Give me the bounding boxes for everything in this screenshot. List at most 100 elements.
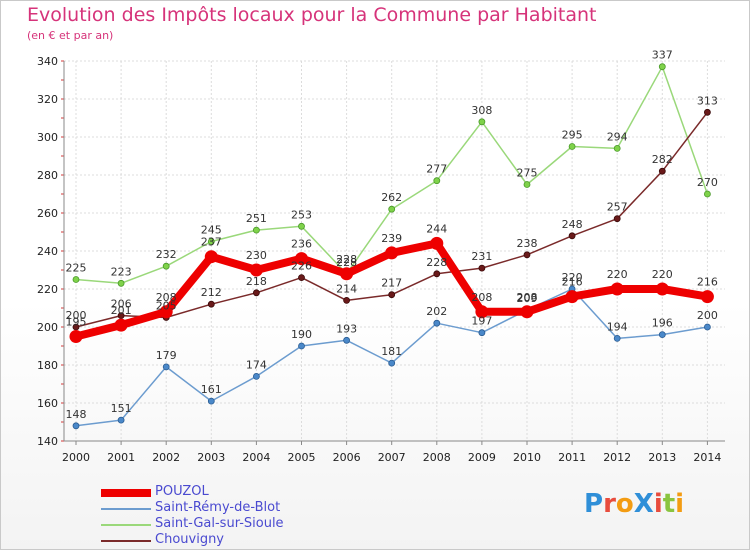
data-point	[613, 334, 621, 342]
data-point	[613, 215, 621, 223]
x-tick-label: 2002	[152, 451, 180, 464]
data-label: 225	[66, 262, 87, 275]
data-label: 220	[652, 268, 673, 281]
y-tick-label: 320	[37, 93, 58, 106]
data-label: 337	[652, 49, 673, 62]
x-tick-label: 2007	[378, 451, 406, 464]
data-label: 216	[562, 276, 583, 289]
data-label: 230	[246, 249, 267, 262]
data-label: 209	[517, 292, 538, 305]
x-tick-label: 2012	[603, 451, 631, 464]
data-point	[207, 397, 215, 405]
legend-item: Saint-Rémy-de-Blot	[101, 500, 381, 517]
y-tick-label: 260	[37, 207, 58, 220]
data-label: 174	[246, 358, 267, 371]
data-point	[388, 359, 396, 367]
data-label: 275	[517, 167, 538, 180]
data-point	[162, 262, 170, 270]
legend-item: POUZOL	[101, 484, 381, 501]
data-label: 228	[336, 253, 357, 266]
data-point	[298, 222, 305, 230]
data-point	[388, 291, 396, 299]
data-point	[343, 336, 351, 344]
data-label: 200	[697, 309, 718, 322]
legend: POUZOL Saint-Rémy-de-Blot Saint-Gal-sur-Si…	[101, 484, 381, 549]
data-label: 151	[111, 402, 132, 415]
data-label: 218	[246, 275, 267, 288]
x-tick-label: 2001	[107, 451, 135, 464]
data-point	[69, 330, 83, 343]
data-point	[72, 276, 80, 283]
y-tick-label: 240	[37, 245, 58, 258]
data-point	[252, 226, 260, 234]
data-point	[207, 300, 215, 308]
data-label: 212	[201, 286, 222, 299]
data-label: 205	[156, 300, 177, 313]
data-point	[704, 323, 711, 331]
data-label: 202	[426, 305, 447, 318]
data-point	[568, 232, 576, 240]
data-point	[475, 305, 489, 319]
legend-item: Saint-Gal-sur-Sioule	[101, 516, 381, 533]
data-label: 236	[291, 238, 312, 251]
data-label: 195	[66, 316, 87, 329]
x-tick-label: 2011	[558, 451, 586, 464]
proxiti-logo: ProXiti	[584, 489, 685, 519]
x-tick-label: 2000	[62, 451, 90, 464]
data-point	[700, 290, 714, 304]
data-point	[385, 246, 399, 260]
axes: 140 160 180 200 220 240 260 280 300 320 340 2000 200…	[37, 55, 725, 464]
data-label: 239	[381, 232, 402, 245]
data-label: 181	[381, 345, 402, 358]
data-label: 244	[426, 222, 447, 235]
data-point	[433, 177, 441, 185]
data-label: 253	[291, 208, 312, 221]
data-point	[298, 274, 305, 282]
data-label: 216	[697, 276, 718, 289]
chart-subtitle: (en € et par an)	[27, 29, 114, 42]
data-label: 282	[652, 153, 673, 166]
data-label: 237	[201, 236, 222, 249]
data-point	[298, 342, 305, 350]
data-point	[565, 290, 579, 304]
data-label: 200	[66, 309, 87, 322]
data-label: 190	[291, 328, 312, 341]
data-label: 228	[336, 256, 357, 269]
data-label: 148	[66, 408, 87, 421]
x-tick-label: 2003	[197, 451, 225, 464]
legend-label: Chouvigny	[155, 532, 224, 547]
data-label: 238	[517, 237, 538, 250]
data-label: 197	[471, 315, 492, 328]
y-tick-label: 200	[37, 321, 58, 334]
data-point	[295, 252, 308, 266]
x-tick-label: 2005	[288, 451, 316, 464]
data-point	[478, 264, 486, 272]
data-point	[655, 282, 669, 296]
data-label: 194	[607, 320, 628, 333]
legend-label: POUZOL	[155, 484, 209, 499]
data-label: 220	[562, 271, 583, 284]
data-label: 313	[697, 94, 718, 107]
data-point	[340, 267, 354, 281]
data-label: 208	[156, 291, 177, 304]
data-label: 179	[156, 349, 177, 362]
data-point	[114, 318, 128, 332]
data-label: 232	[156, 248, 177, 261]
data-point	[704, 190, 711, 198]
data-label: 161	[201, 383, 222, 396]
data-point	[433, 319, 441, 327]
data-point	[613, 144, 621, 152]
data-point	[204, 250, 218, 264]
legend-swatch	[101, 489, 151, 497]
legend-swatch	[101, 540, 151, 542]
data-label: 277	[426, 163, 447, 176]
data-label: 208	[517, 291, 538, 304]
data-label: 245	[201, 224, 222, 237]
data-point	[433, 270, 441, 278]
data-label: 262	[381, 191, 402, 204]
data-label: 206	[111, 298, 132, 311]
data-point	[72, 422, 80, 430]
data-point	[658, 331, 666, 339]
